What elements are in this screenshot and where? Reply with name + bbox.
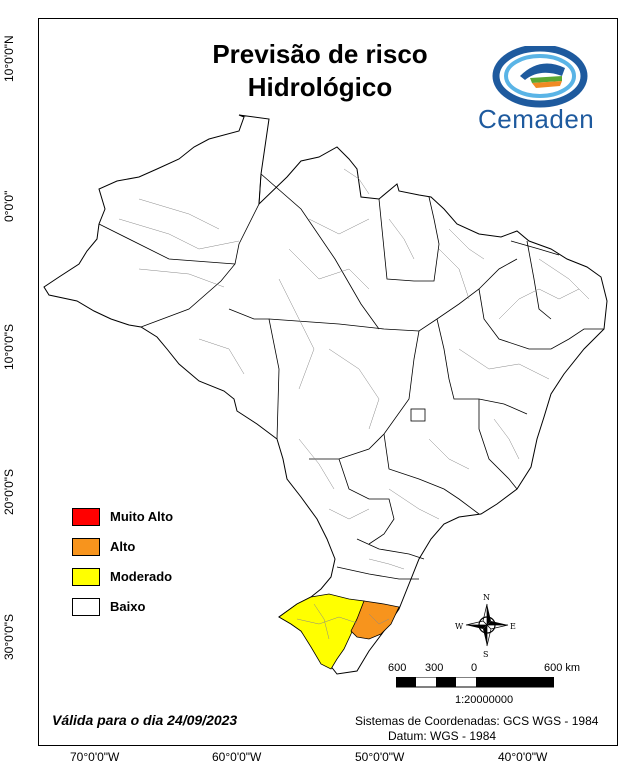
cemaden-logo-icon: [492, 46, 588, 108]
legend-swatch-muito-alto: [72, 508, 100, 526]
legend-label-muito-alto: Muito Alto: [110, 509, 174, 524]
lat-label-0: 0°0'0": [2, 190, 16, 222]
scale-ratio: 1:20000000: [455, 694, 514, 706]
map-title: Previsão de risco Hidrológico: [130, 38, 510, 104]
logo-text: Cemaden: [478, 104, 595, 134]
title-line-1: Previsão de risco: [212, 39, 428, 69]
compass-n: N: [483, 593, 490, 602]
lat-label-30s: 30°0'0"S: [2, 613, 16, 660]
legend-swatch-baixo: [72, 598, 100, 616]
scale-label-600-left: 600: [388, 662, 407, 674]
scale-label-0: 0: [471, 662, 478, 674]
map-frame: [38, 18, 618, 746]
valid-date: Válida para o dia 24/09/2023: [52, 712, 238, 728]
scale-bar: [396, 677, 554, 688]
compass-rose-icon: [465, 603, 509, 647]
lat-label-10n: 10°0'0"N: [2, 35, 16, 82]
compass-w: W: [455, 622, 464, 631]
title-line-2: Hidrológico: [247, 72, 393, 102]
brazil-map: [43, 114, 608, 675]
datum: Datum: WGS - 1984: [388, 729, 497, 743]
region-moderado: [278, 593, 370, 670]
brazil-outline: [43, 114, 608, 675]
lon-label-70w: 70°0'0"W: [70, 750, 120, 764]
scale-label-600-km: 600 km: [544, 662, 581, 674]
legend-label-moderado: Moderado: [110, 569, 173, 584]
legend-swatch-alto: [72, 538, 100, 556]
coordinate-system: Sistemas de Coordenadas: GCS WGS - 1984: [355, 714, 599, 728]
scale-label-300: 300: [425, 662, 444, 674]
lat-label-10s: 10°0'0"S: [2, 323, 16, 370]
legend-swatch-moderado: [72, 568, 100, 586]
compass-e: E: [510, 622, 516, 631]
lon-label-50w: 50°0'0"W: [355, 750, 405, 764]
legend-label-alto: Alto: [110, 539, 136, 554]
compass-s: S: [483, 650, 489, 659]
lat-label-20s: 20°0'0"S: [2, 468, 16, 515]
lon-label-60w: 60°0'0"W: [212, 750, 262, 764]
legend-label-baixo: Baixo: [110, 599, 146, 614]
lon-label-40w: 40°0'0"W: [498, 750, 548, 764]
